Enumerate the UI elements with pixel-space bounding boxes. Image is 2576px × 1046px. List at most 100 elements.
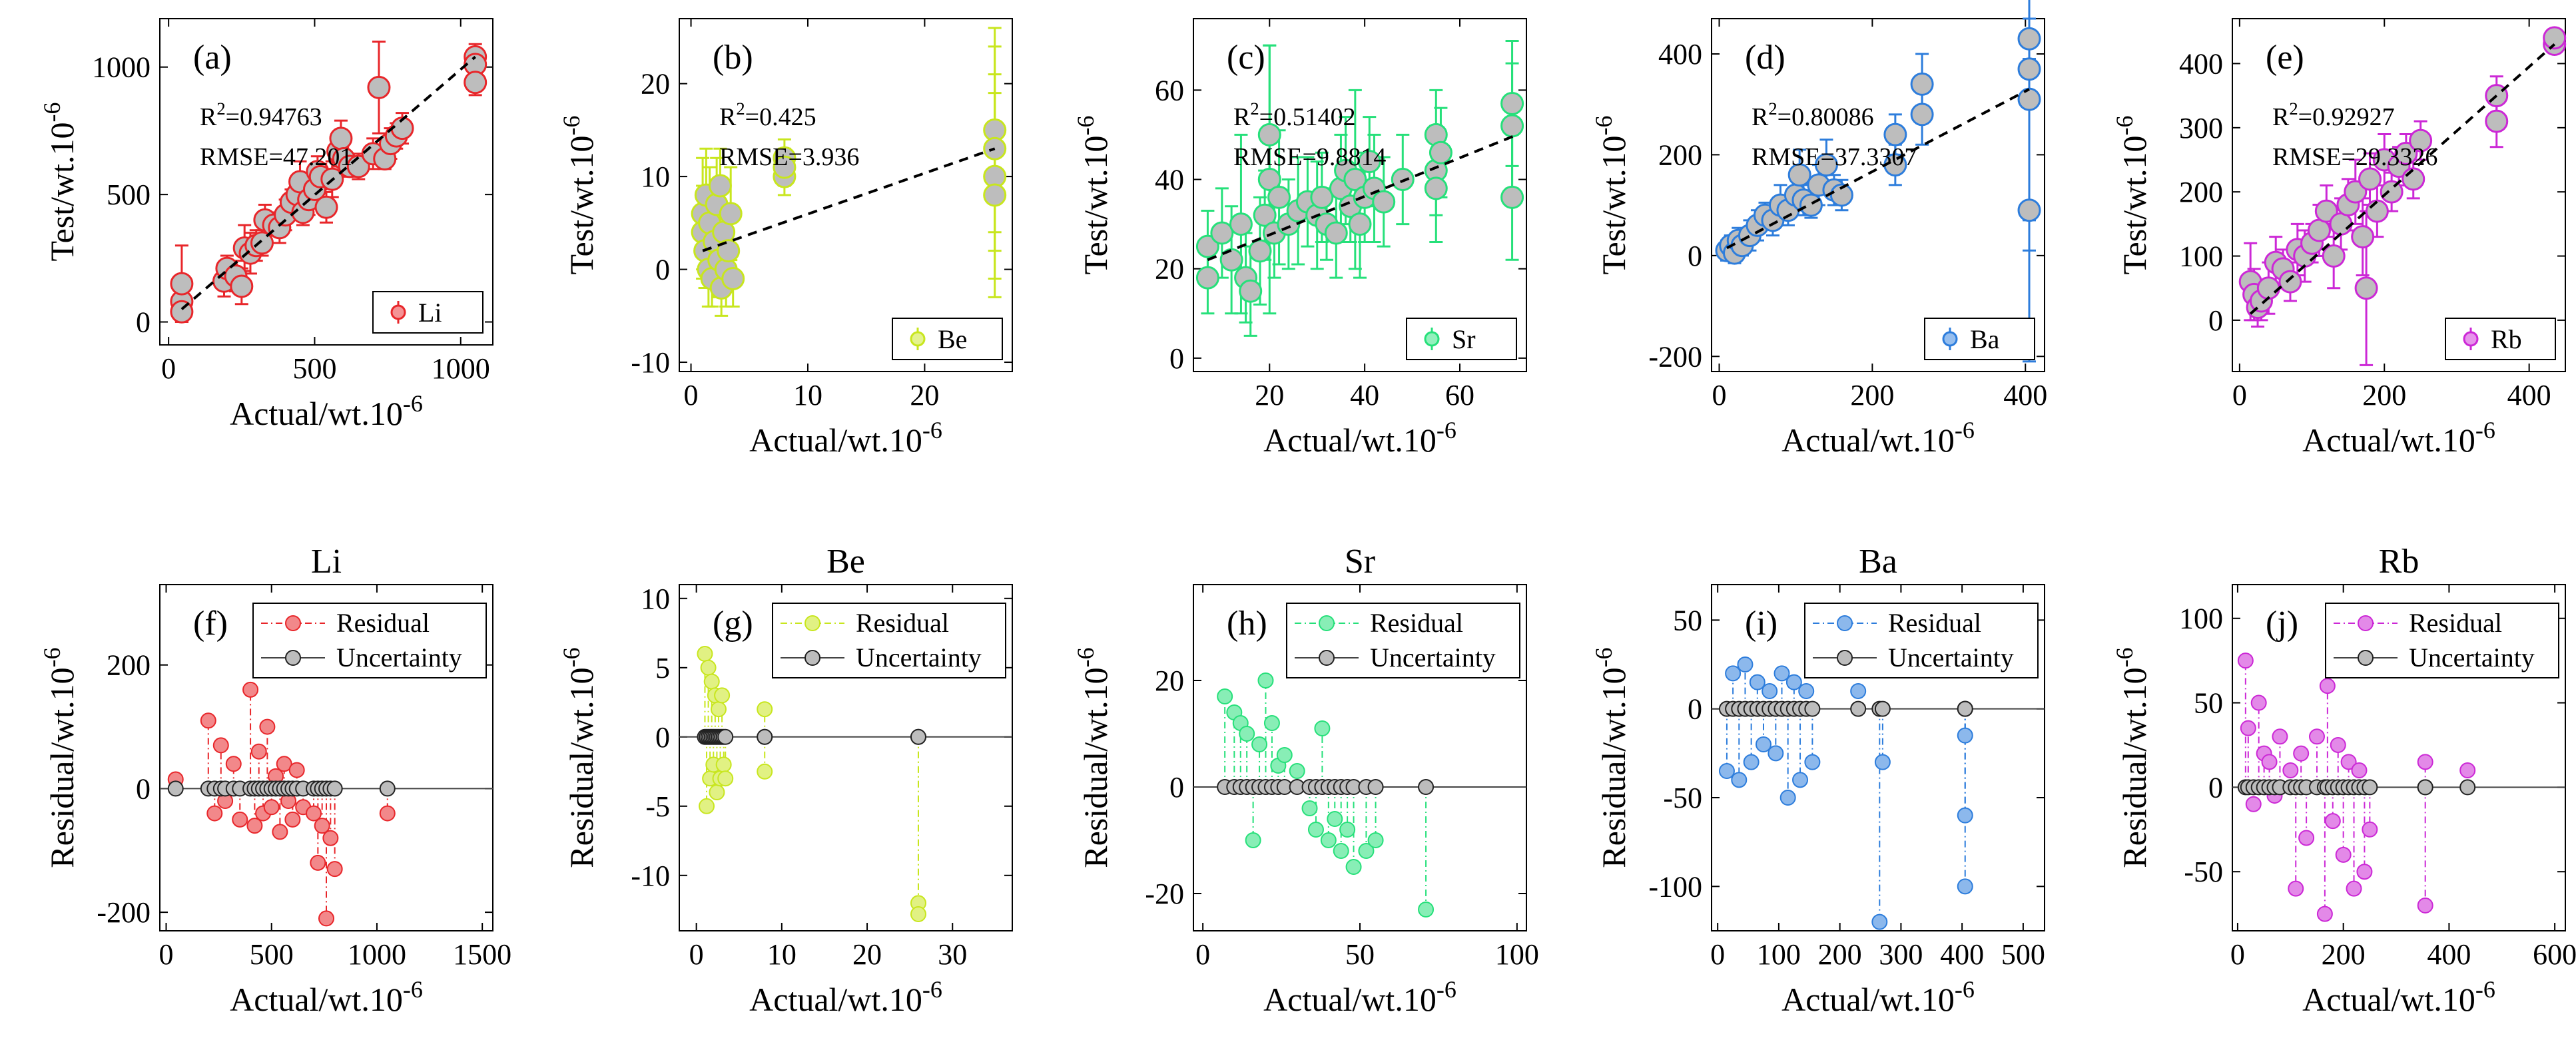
x-tick-label: 1000 [432,352,490,385]
panel-f: 0 500 1000 1500-2000200Actual/wt.10-6Residu… [39,543,511,1018]
y-tick-label: 0 [655,254,670,286]
uncertainty-point [326,780,343,797]
data-point [230,274,254,298]
residual-point [1804,754,1821,770]
data-point [2409,129,2433,152]
data-point [1799,193,1823,217]
x-tick-label: 1500 [453,938,511,971]
y-tick-label: 20 [641,68,670,101]
legend-marker [1424,331,1440,347]
residual-point [2316,906,2333,922]
data-point [464,71,487,95]
residual-point [250,743,267,760]
panel-letter: (i) [1745,605,1777,643]
rmse-annotation: RMSE=37.3307 [1752,143,1917,171]
residual-point [1289,763,1305,779]
data-point [1219,248,1243,272]
data-point [1372,190,1396,214]
data-point [1257,168,1281,192]
axes-frame [679,18,1013,372]
data-point [1239,279,1263,303]
residual-point [1798,683,1815,699]
residual-point [2362,821,2378,838]
x-tick-label: 0 [1710,938,1725,971]
y-tick-label: 0 [136,772,151,805]
legend-residual-label: Residual [856,608,949,638]
residual-point [1301,800,1318,816]
legend-uncertainty-marker [1837,650,1853,666]
axes-frame [1711,584,2045,931]
panel-e: 0 200 400 0 100 200 300 400 Actual/wt.10-6 Test/w… [2111,18,2567,459]
uncertainty-point [1957,700,1973,717]
residual-point [1257,672,1274,688]
data-point [2543,26,2567,50]
data-point [2344,180,2368,204]
data-point [1310,185,1334,209]
axes-frame [679,584,1013,931]
x-axis-label: Actual/wt.10-6 [1263,417,1456,459]
panel-title: Rb [2379,543,2419,581]
y-tick-label: -50 [2184,856,2223,888]
residual-point [1850,683,1867,699]
uncertainty-point [910,728,926,745]
data-point [1229,212,1253,236]
legend-residual-label: Residual [1370,608,1463,638]
data-point [170,300,194,324]
x-tick-label: 20 [910,379,939,411]
residual-point [1957,807,1973,824]
x-tick-label: 0 [1195,938,1210,971]
x-axis-label: Actual/wt.10-6 [1263,976,1456,1018]
legend-marker [390,304,406,320]
residual-point [1276,747,1293,763]
data-point [1357,150,1381,174]
legend-residual-marker [1837,615,1853,631]
x-tick-label: 400 [1940,938,1984,971]
x-tick-label: 500 [250,938,294,971]
panel-d: 0 200 400 -200 0 200 400 Actual/wt.10-6 Test/wt.… [1590,0,2047,459]
r2-annotation: R2=0.425 [719,99,816,131]
uncertainty-point [167,780,184,797]
axes-frame [2232,584,2566,931]
data-point [2017,198,2041,222]
residual-point [1327,811,1343,827]
x-tick-label: 100 [1757,938,1801,971]
y-tick-label: 50 [1673,604,1702,637]
data-point [2358,167,2382,191]
x-tick-label: 40 [1350,379,1379,411]
data-point [2380,180,2404,204]
rmse-annotation: RMSE=9.8814 [1233,143,1386,171]
residual-point [1785,674,1802,690]
y-tick-label: 0 [2208,771,2223,804]
panel-h: 0 50 100 -20 0 20 Actual/wt.10-6 Residual/wt.10… [1072,543,1539,1018]
residual-point [1749,674,1766,690]
residual-point [272,824,288,840]
data-point [983,183,1007,207]
axes-frame [2232,18,2566,372]
residual-point [910,906,926,923]
y-tick-label: 50 [2194,687,2223,720]
residual-point [1314,720,1331,736]
residual-point [2272,728,2288,745]
x-tick-label: 500 [2001,938,2045,971]
x-tick-label: 0 [689,938,704,971]
data-point [2394,141,2418,165]
residual-point [2356,864,2373,880]
data-point [2402,167,2425,191]
y-tick-label: 0 [136,306,151,339]
residual-point [259,718,276,735]
residual-point [1358,843,1375,859]
data-point [2314,199,2338,223]
y-tick-label: -5 [645,790,670,823]
data-point [1391,168,1415,192]
x-axis-label: Actual/wt.10-6 [1781,417,1975,459]
data-point [2017,27,2041,51]
y-axis-label: Test/wt.10-6 [1072,116,1114,275]
y-tick-label: 60 [1155,74,1184,107]
y-tick-label: 10 [641,583,670,615]
residual-point [225,756,242,772]
uncertainty-point [2417,779,2433,796]
data-point [717,239,741,263]
panel-letter: (a) [193,39,232,77]
x-tick-label: 200 [2322,938,2366,971]
data-point [1500,91,1524,115]
